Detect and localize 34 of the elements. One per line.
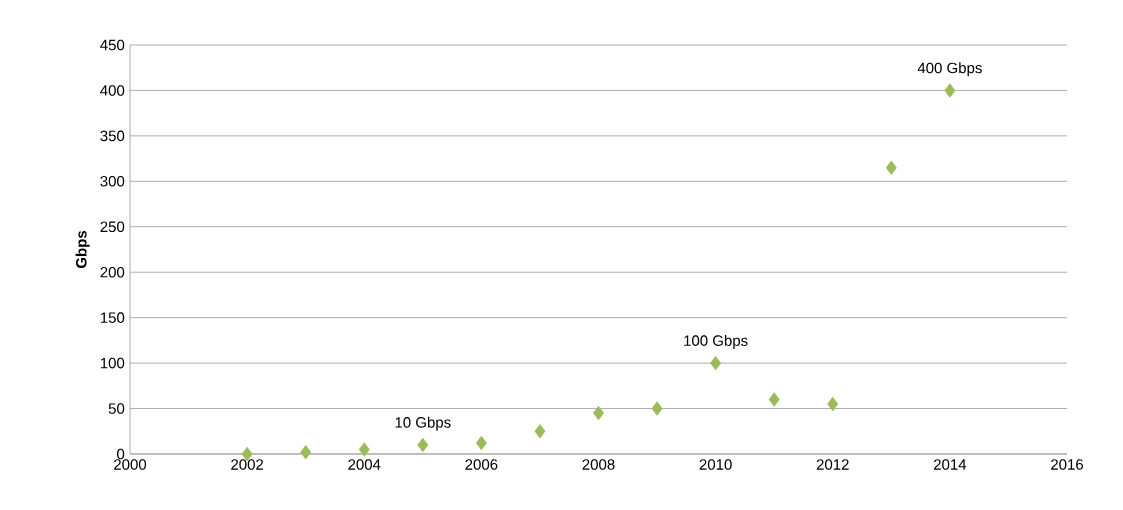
- point: [534, 424, 546, 439]
- y-tick-label: 0: [117, 448, 125, 460]
- x-tick-label: 2002: [231, 459, 264, 470]
- point: [944, 83, 956, 98]
- y-tick-label: 200: [100, 266, 125, 278]
- point: [710, 355, 722, 371]
- point: [417, 437, 429, 453]
- point: [768, 392, 780, 407]
- y-tick-label: 250: [100, 221, 125, 233]
- y-tick-label: 400: [100, 85, 125, 96]
- y-tick-label: 150: [100, 312, 125, 323]
- x-tick-label: 2010: [699, 459, 732, 470]
- x-tick-label: 2006: [465, 459, 498, 470]
- x-tick-label: 2000: [114, 459, 147, 470]
- annotation: 100 Gbps: [684, 334, 748, 349]
- y-tick-label: 300: [100, 176, 125, 187]
- annotation: 400 Gbps: [917, 62, 982, 77]
- y-tick-label: 50: [108, 403, 125, 414]
- y-tick-label: 350: [100, 130, 125, 142]
- point: [827, 396, 839, 412]
- y-axis-title: Gbps: [75, 230, 90, 269]
- point: [475, 435, 487, 451]
- point: [300, 444, 312, 460]
- x-tick-label: 2004: [348, 459, 381, 470]
- x-tick-label: 2014: [933, 459, 967, 470]
- point: [358, 442, 370, 457]
- annotation: 10 Gbps: [395, 416, 451, 431]
- y-tick-label: 100: [100, 357, 125, 369]
- x-tick-label: 2008: [582, 459, 615, 470]
- point: [885, 160, 897, 175]
- point: [651, 401, 663, 416]
- x-tick-label: 2016: [1051, 459, 1084, 470]
- x-tick-label: 2012: [816, 459, 849, 470]
- y-tick-label: 450: [100, 39, 125, 51]
